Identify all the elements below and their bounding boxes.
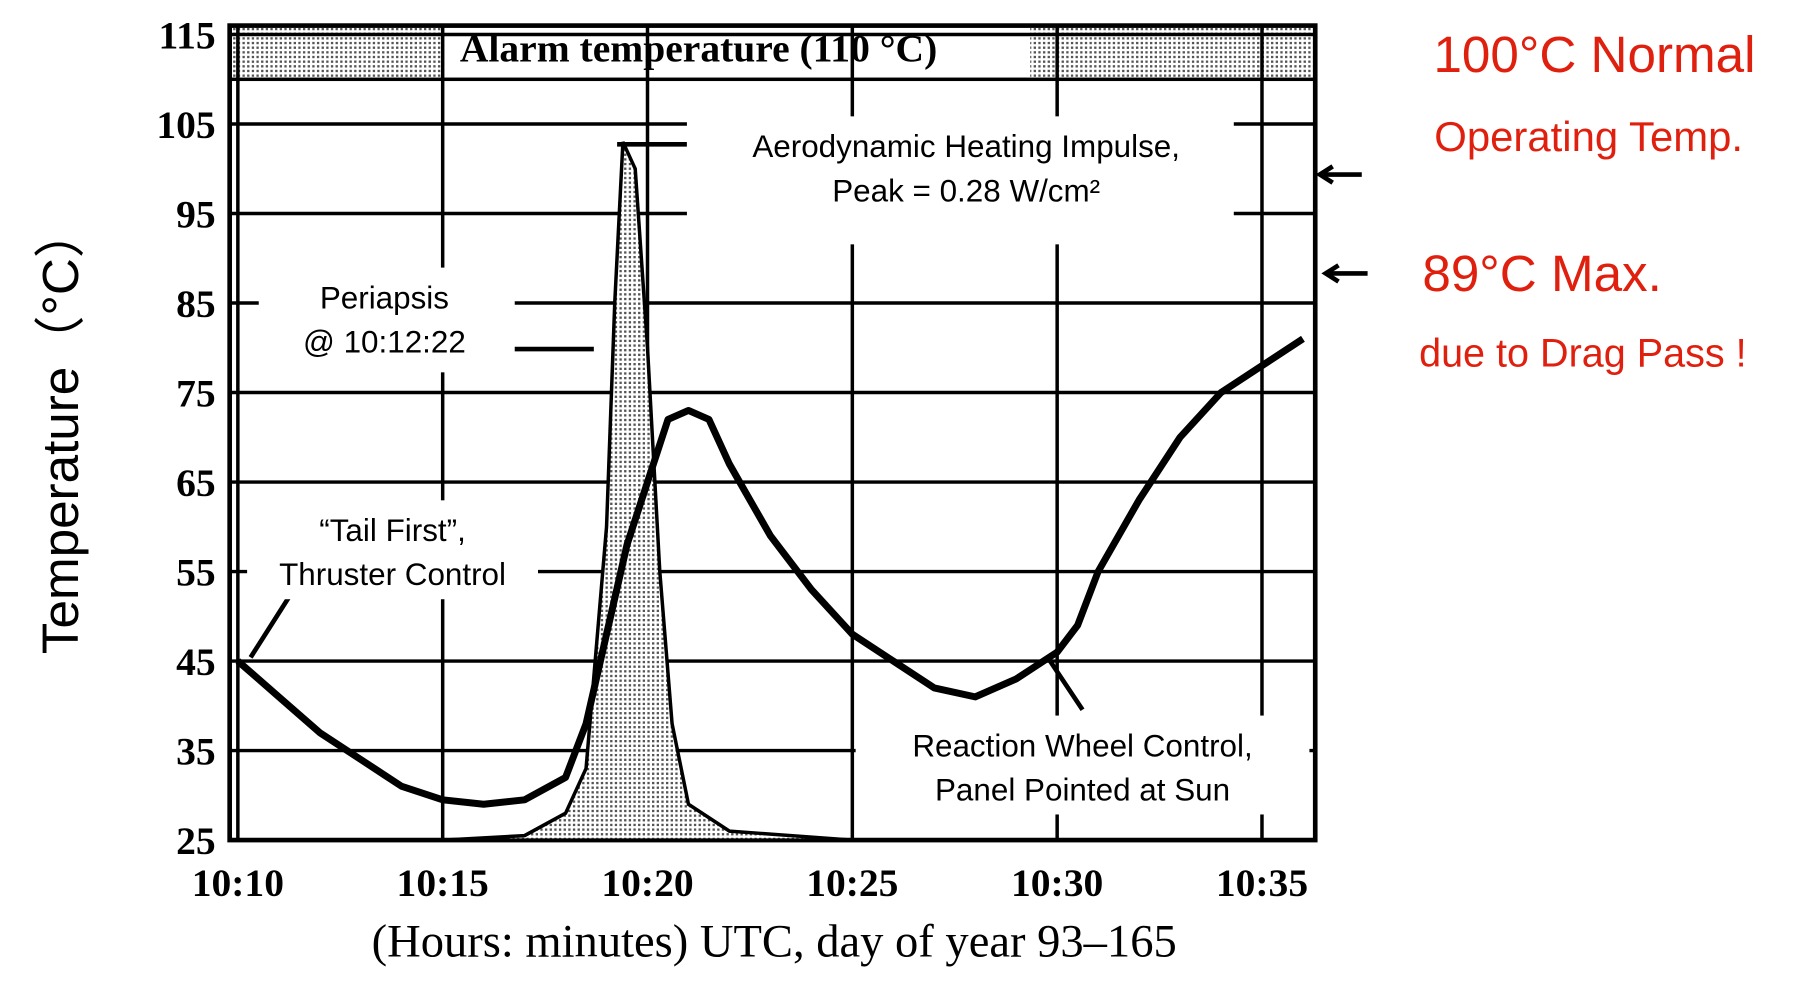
plot-area: Alarm temperature (110 °C)25354555657585… [156,14,1318,905]
y-tick-label: 35 [176,730,216,774]
y-tick-label: 65 [176,461,216,505]
x-tick-label: 10:20 [601,861,693,905]
annotation: Peak = 0.28 W/cm² [832,173,1100,208]
y-tick-label: 85 [176,282,216,326]
heating-impulse-area [237,141,853,842]
annotation: Reaction Wheel Control, [912,728,1252,763]
x-tick-label: 10:30 [1011,861,1103,905]
annotation: Panel Pointed at Sun [935,773,1230,808]
note: 89°C Max. [1422,245,1662,302]
y-tick-label: 95 [176,193,216,237]
annotation: Thruster Control [279,557,506,592]
annotation: Aerodynamic Heating Impulse, [752,129,1180,164]
annotation: @ 10:12:22 [303,325,466,360]
x-axis-label: (Hours: minutes) UTC, day of year 93–165 [372,916,1177,967]
annotation-box [686,116,1234,245]
x-tick-label: 10:25 [806,861,898,905]
y-tick-label: 55 [176,551,216,595]
note: due to Drag Pass ! [1419,332,1747,376]
y-axis-label: Temperature（°C） [32,207,89,654]
y-tick-label: 45 [176,640,216,684]
note: Operating Temp. [1434,113,1743,160]
note: 100°C Normal [1433,26,1755,83]
annotation: Periapsis [320,280,449,315]
annotation: “Tail First”, [319,513,466,548]
annotation-box [247,500,538,600]
annotation-box [258,267,515,373]
x-tick-label: 10:10 [192,861,284,905]
y-tick-label: 105 [156,103,215,147]
leader-lines [248,141,1368,712]
temperature-line [235,335,1305,808]
annotation-box [855,715,1310,815]
y-tick-label: 115 [159,14,216,58]
y-tick-label: 75 [176,372,216,416]
x-tick-label: 10:35 [1216,861,1308,905]
x-tick-label: 10:15 [397,861,489,905]
y-tick-label: 25 [176,819,216,863]
